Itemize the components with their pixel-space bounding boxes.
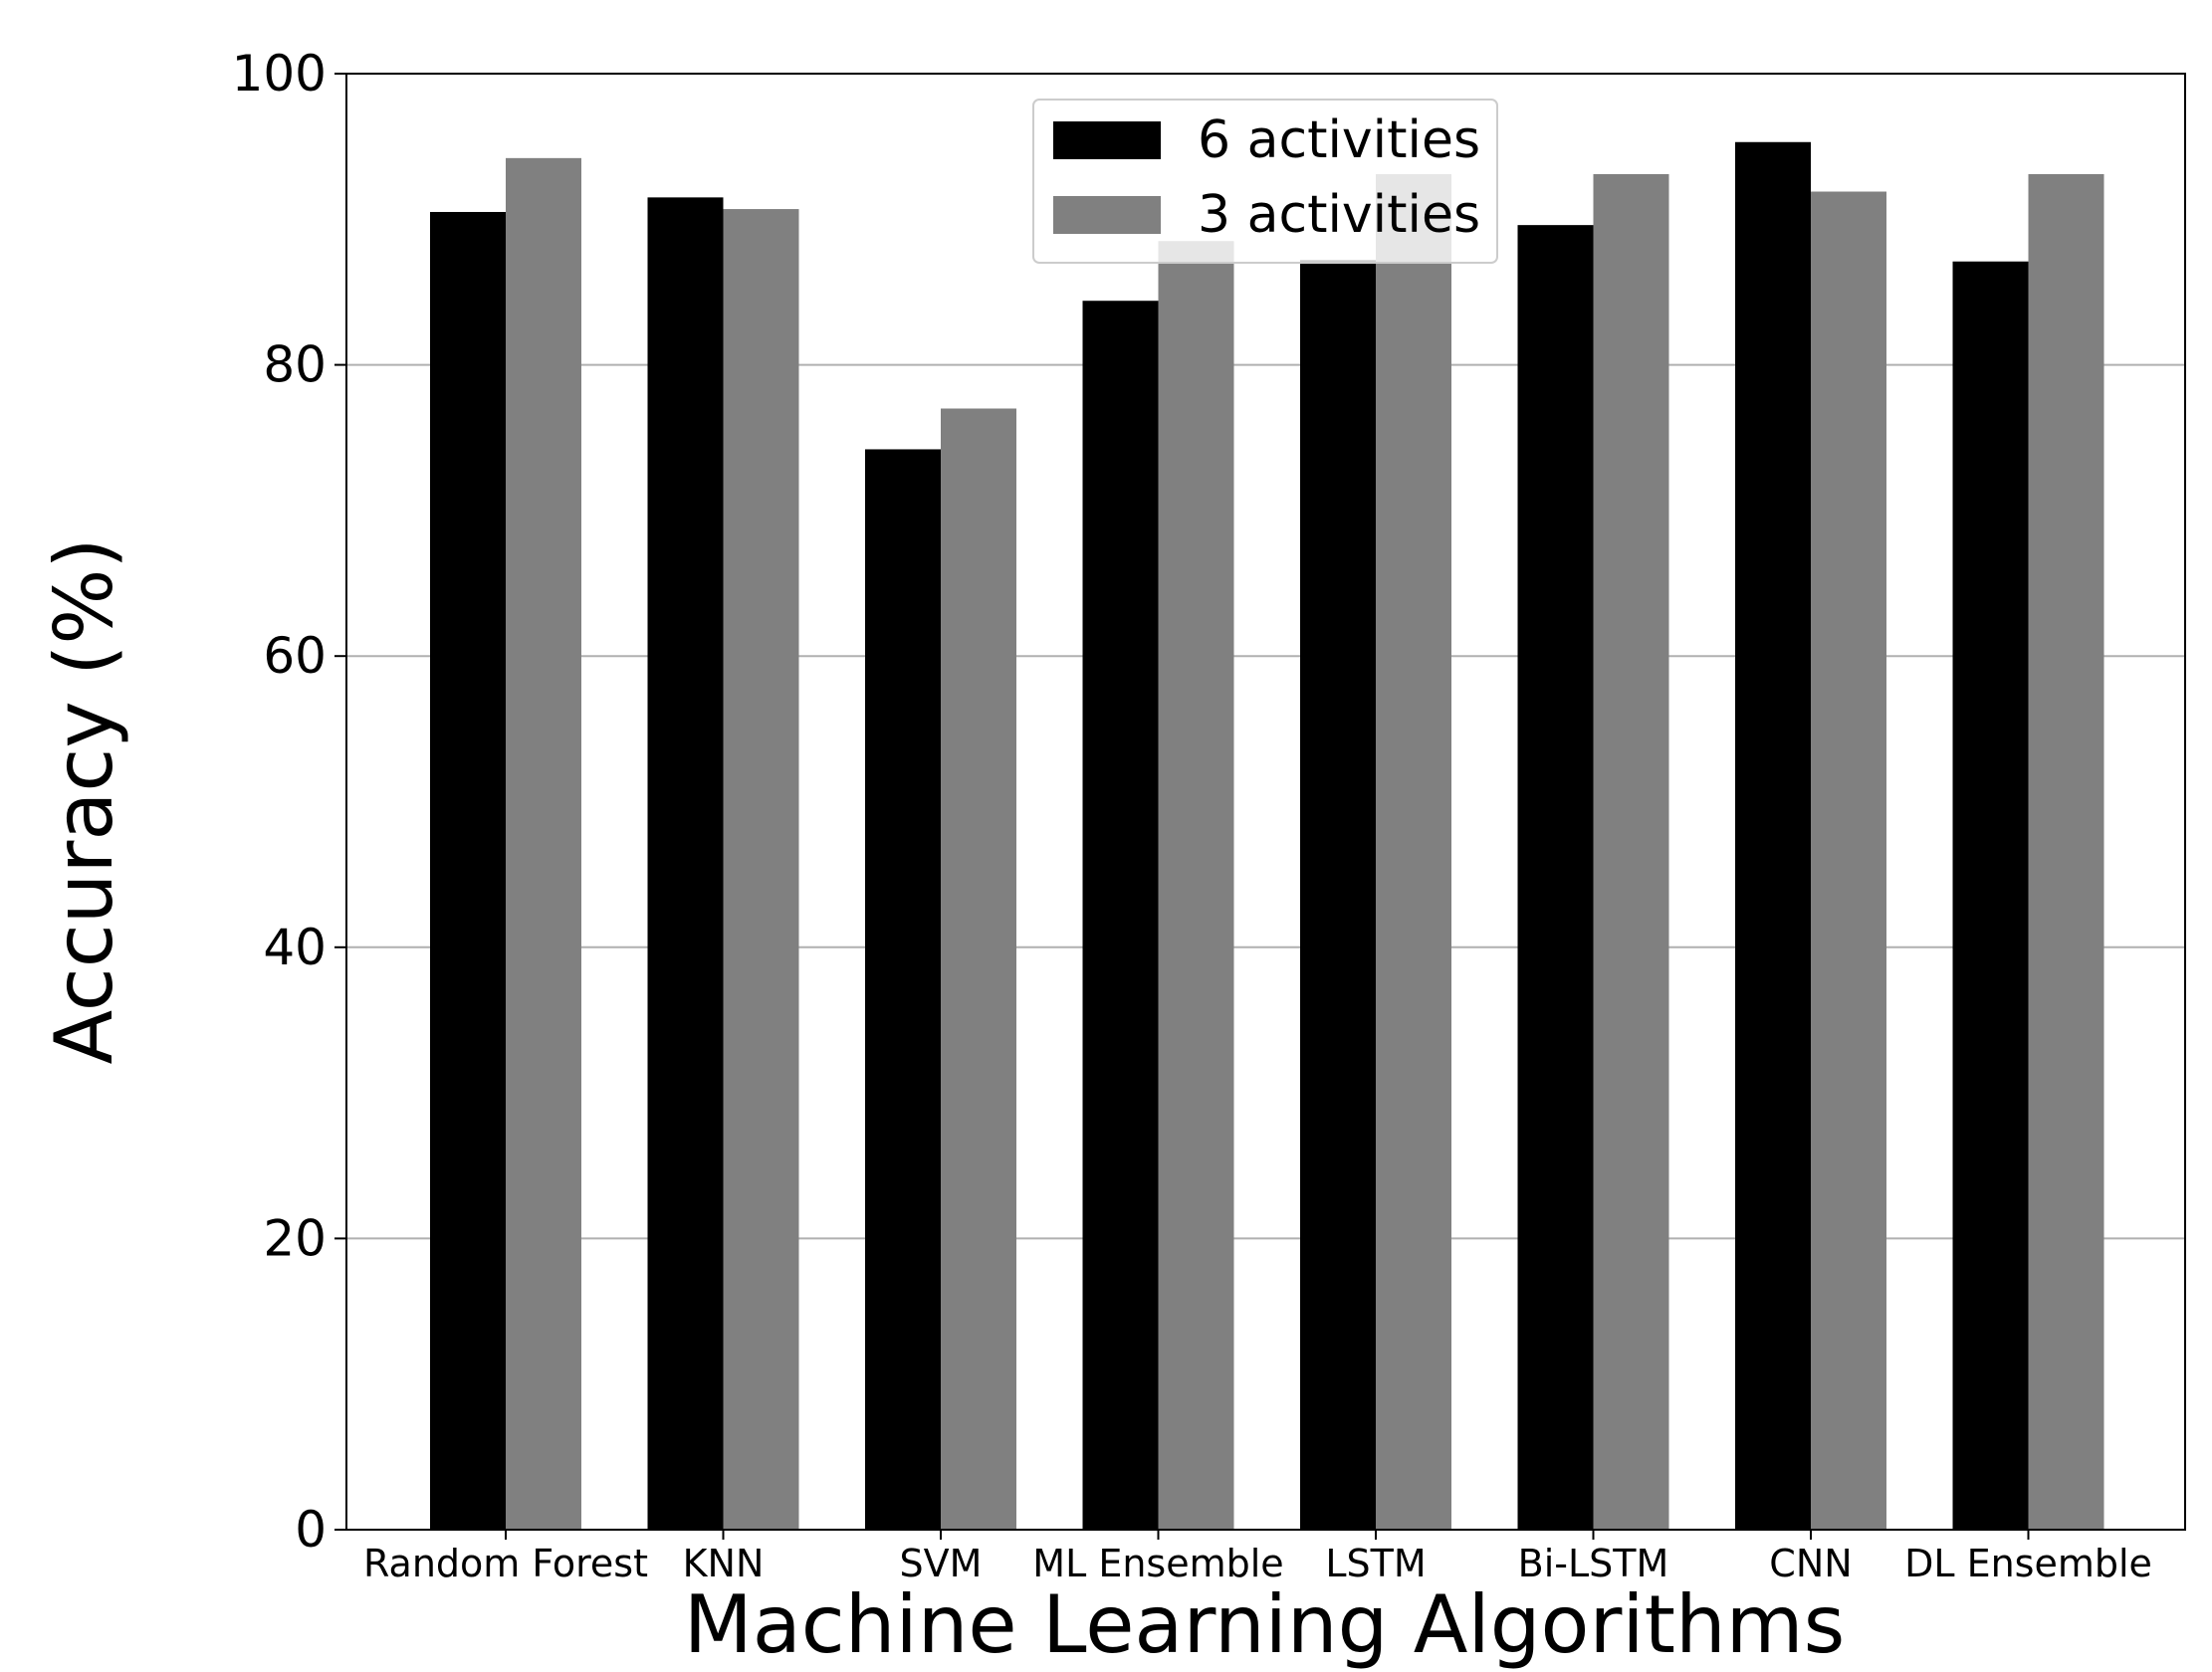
y-tick-label: 60 xyxy=(263,627,327,685)
y-axis-label: Accuracy (%) xyxy=(38,537,130,1064)
bar-three-activities xyxy=(1376,173,1451,1530)
y-axis-ticks: 0 20 40 60 80 100 xyxy=(232,45,346,1559)
x-axis-label: Machine Learning Algorithms xyxy=(684,1578,1846,1671)
x-axis-ticks: Random Forest KNN SVM ML Ensemble LSTM Bi-LST… xyxy=(363,1530,2152,1585)
bars xyxy=(430,141,2104,1531)
bar-six-activities xyxy=(1082,301,1159,1530)
x-tick-label: LSTM xyxy=(1325,1542,1426,1585)
bar-six-activities xyxy=(865,449,941,1531)
bar-six-activities xyxy=(1517,225,1594,1531)
x-tick-label: Bi-LSTM xyxy=(1518,1542,1669,1585)
bar-six-activities xyxy=(1735,141,1811,1531)
bar-three-activities xyxy=(2028,173,2104,1530)
legend: 6 activities 3 activities xyxy=(1032,99,1498,264)
bar-six-activities xyxy=(647,197,724,1531)
bar-three-activities xyxy=(1593,173,1669,1530)
y-tick-label: 100 xyxy=(232,45,327,103)
x-tick-label: CNN xyxy=(1769,1542,1852,1585)
x-tick-label: Random Forest xyxy=(363,1542,648,1585)
x-tick-label: ML Ensemble xyxy=(1032,1542,1283,1585)
legend-label: 6 activities xyxy=(1198,110,1480,170)
bar-three-activities xyxy=(723,209,799,1531)
bar-six-activities xyxy=(1952,261,2029,1530)
bar-three-activities xyxy=(506,157,581,1530)
y-tick-label: 80 xyxy=(263,336,327,394)
x-tick-label: DL Ensemble xyxy=(1904,1542,2152,1585)
x-tick-label: KNN xyxy=(683,1542,765,1585)
y-tick-label: 0 xyxy=(295,1501,327,1559)
bar-six-activities xyxy=(1300,260,1376,1530)
bar-three-activities xyxy=(1811,191,1886,1530)
y-tick-label: 40 xyxy=(263,919,327,976)
legend-label: 3 activities xyxy=(1198,185,1480,245)
bar-six-activities xyxy=(430,211,506,1531)
bar-three-activities xyxy=(1158,241,1234,1530)
y-tick-label: 20 xyxy=(263,1209,327,1267)
bar-three-activities xyxy=(941,408,1016,1530)
legend-swatch xyxy=(1053,196,1161,234)
plot-frame xyxy=(345,73,2186,1531)
legend-swatch xyxy=(1053,121,1161,159)
x-tick-label: SVM xyxy=(900,1542,983,1585)
